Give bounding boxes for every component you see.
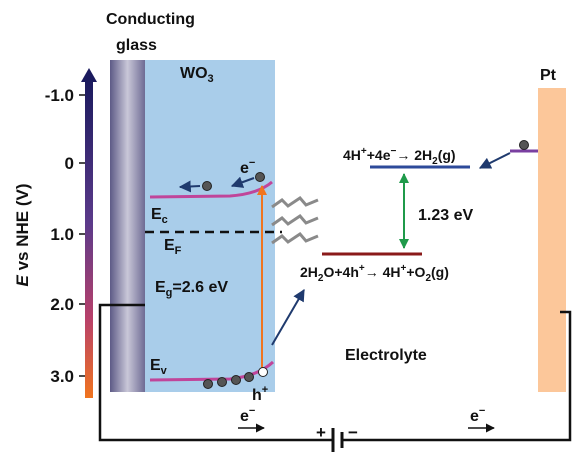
hole-label: h+ <box>252 384 268 404</box>
h: h <box>252 387 262 404</box>
sup: − <box>479 405 485 417</box>
sub: F <box>175 245 182 257</box>
r: +4e <box>367 147 391 163</box>
e: e <box>470 408 479 425</box>
tick-label: 1.0 <box>50 225 74 244</box>
circuit-electron: e− <box>470 405 485 425</box>
wo3-layer <box>145 60 275 392</box>
wo3-text: WO <box>180 65 208 82</box>
r: (g) <box>438 147 456 163</box>
r: (g) <box>431 264 449 280</box>
hole <box>259 368 268 377</box>
axis-label-symbol: E <box>13 274 32 286</box>
e: E <box>164 237 175 254</box>
e: e <box>240 160 249 177</box>
pt-label: Pt <box>540 67 557 84</box>
e: E <box>151 206 162 223</box>
electron <box>256 173 265 182</box>
axis-ticks <box>79 95 85 376</box>
positive-terminal: + <box>316 423 326 442</box>
sub: c <box>162 214 168 226</box>
e: E <box>155 279 166 296</box>
r: +O <box>406 264 425 280</box>
r: → 2H <box>396 147 432 163</box>
electrolyte-label: Electrolyte <box>345 347 427 364</box>
tick-label: 0 <box>65 154 74 173</box>
light <box>272 198 318 243</box>
r: O+4h <box>323 264 358 280</box>
axis-label: E vs NHE (V) <box>13 184 32 287</box>
tick-label: 2.0 <box>50 295 74 314</box>
tick-label: -1.0 <box>45 86 74 105</box>
o2-reaction: 2H2O+4h+→ 4H++O2(g) <box>300 263 449 284</box>
hole-transfer-arrow <box>272 290 304 345</box>
energy-axis <box>85 80 93 398</box>
axis-label-text: vs NHE (V) <box>13 184 32 276</box>
circuit-electron: e− <box>240 405 255 425</box>
sup: − <box>249 157 255 169</box>
electron-arrow <box>180 186 200 187</box>
diagram: -1.0 0 1.0 2.0 3.0 E vs NHE (V) Conducti… <box>0 0 573 452</box>
sup: − <box>249 405 255 417</box>
conducting-glass <box>110 60 145 392</box>
glass-label: Conducting <box>106 11 195 28</box>
h2-reaction: 4H++4e−→ 2H2(g) <box>343 146 456 167</box>
e: E <box>150 357 161 374</box>
eg-value: =2.6 eV <box>172 279 228 296</box>
sub: v <box>161 365 168 377</box>
potential-label: 1.23 eV <box>418 207 473 224</box>
negative-terminal: − <box>348 423 358 442</box>
r: 4H <box>343 147 361 163</box>
axis-arrow <box>81 68 97 82</box>
r: → 4H <box>365 264 401 280</box>
r: 2H <box>300 264 318 280</box>
e: e <box>240 408 249 425</box>
pt-electrode <box>538 88 566 392</box>
sup: + <box>262 384 268 396</box>
tick-label: 3.0 <box>50 367 74 386</box>
wo3-sub: 3 <box>208 73 214 85</box>
electron <box>203 182 212 191</box>
electron-arrow <box>480 153 510 168</box>
sub: g <box>166 287 173 299</box>
glass-label: glass <box>116 37 157 54</box>
electron <box>520 141 529 150</box>
